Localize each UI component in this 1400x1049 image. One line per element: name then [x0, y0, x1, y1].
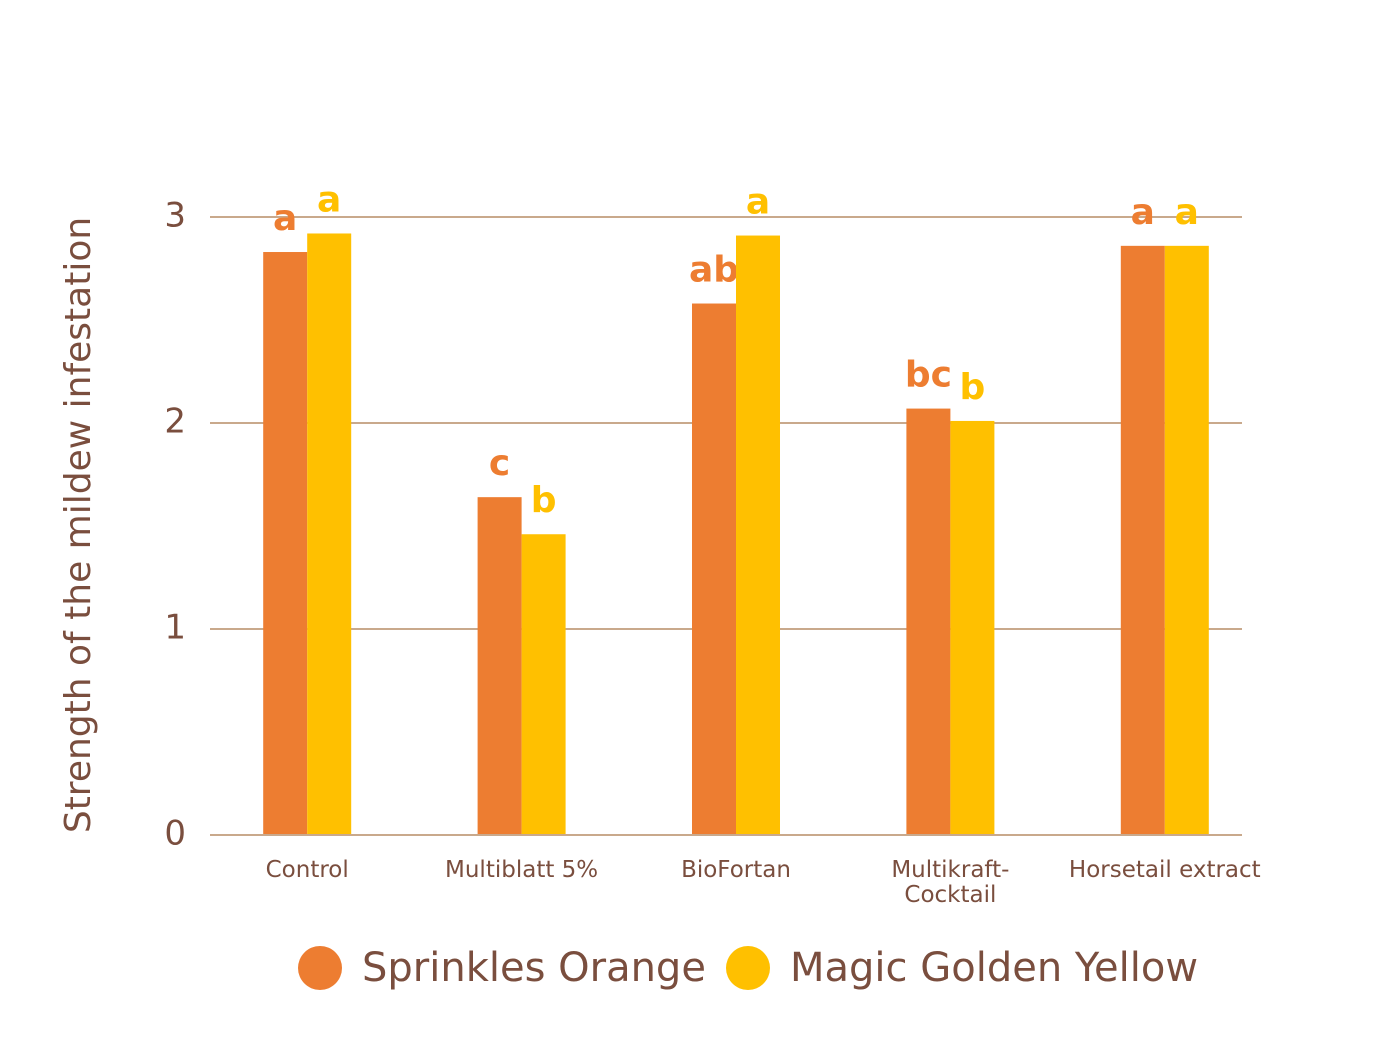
x-tick-label: BioFortan: [681, 857, 791, 883]
significance-label: b: [960, 367, 986, 408]
bar: [477, 497, 522, 835]
bar: [692, 303, 736, 835]
legend-marker: [298, 946, 342, 990]
significance-label: ab: [689, 250, 739, 291]
y-tick-label: 2: [164, 402, 186, 442]
bar: [736, 235, 780, 836]
legend-marker: [726, 946, 770, 990]
bar: [263, 252, 308, 835]
y-tick-label: 0: [164, 814, 186, 854]
significance-label: b: [531, 480, 557, 521]
bar: [1164, 245, 1209, 836]
bar: [950, 420, 995, 835]
x-tick-label: Multikraft-Cocktail: [891, 857, 1010, 909]
significance-label: c: [489, 443, 510, 484]
bar: [521, 534, 566, 835]
significance-label: a: [273, 198, 297, 239]
x-tick-label: Control: [265, 857, 349, 883]
x-tick-label: Horsetail extract: [1068, 857, 1261, 883]
bar: [307, 233, 352, 836]
significance-label: a: [746, 182, 770, 223]
bar: [906, 408, 951, 835]
y-axis-title: Strength of the mildew infestation: [58, 217, 99, 833]
significance-label: bc: [905, 355, 952, 396]
y-tick-label: 3: [164, 196, 186, 236]
significance-label: a: [317, 179, 341, 220]
x-tick-label: Multiblatt 5%: [445, 857, 599, 883]
legend-label: Magic Golden Yellow: [790, 945, 1198, 991]
significance-label: a: [1131, 192, 1155, 233]
bar: [1120, 245, 1165, 836]
significance-label: a: [1175, 192, 1199, 233]
legend-label: Sprinkles Orange: [362, 945, 706, 991]
y-tick-label: 1: [164, 608, 186, 648]
